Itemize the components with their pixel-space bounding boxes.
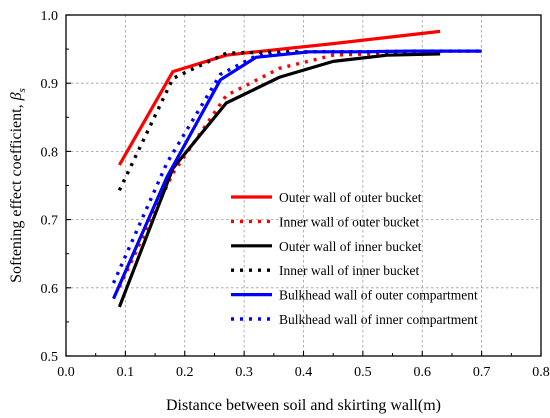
x-tick-label: 0.3 <box>235 365 253 380</box>
legend-label-6: Bulkhead wall of inner compartment <box>279 312 478 327</box>
grid-layer <box>66 15 541 356</box>
y-axis-title-symbol: β <box>8 92 25 101</box>
x-tick-label: 0.5 <box>354 365 372 380</box>
x-tick-label: 0.1 <box>117 365 135 380</box>
series-line-5 <box>112 49 482 300</box>
x-tick-label: 0.7 <box>473 365 491 380</box>
y-axis-title: Softening effect coefficient, βs <box>8 88 28 283</box>
y-axis-title-subscript: s <box>16 88 28 92</box>
legend-label-2: Inner wall of outer bucket <box>279 214 419 229</box>
y-axis-title-main: Softening effect coefficient, <box>8 100 25 282</box>
x-tick-label: 0.0 <box>57 365 75 380</box>
y-tick-label: 0.8 <box>41 145 59 160</box>
legend-label-5: Bulkhead wall of outer compartment <box>279 288 478 303</box>
series-layer <box>111 29 482 308</box>
legend: Outer wall of outer bucket Inner wall of … <box>231 190 478 327</box>
y-tick-label: 0.7 <box>41 214 59 229</box>
x-tick-label: 0.4 <box>295 365 313 380</box>
x-axis-title: Distance between soil and skirting wall(… <box>166 397 441 414</box>
y-tick-label: 0.6 <box>41 282 59 297</box>
legend-label-1: Outer wall of outer bucket <box>279 190 422 205</box>
x-tick-label: 0.6 <box>414 365 432 380</box>
legend-label-3: Outer wall of inner bucket <box>279 239 422 254</box>
series-line-1 <box>118 29 441 166</box>
series-line-4 <box>117 50 441 192</box>
x-tick-label: 0.2 <box>176 365 194 380</box>
legend-label-4: Inner wall of inner bucket <box>279 263 419 278</box>
y-tick-label: 0.5 <box>41 350 59 365</box>
tick-layer: 0.0 0.1 0.2 0.3 0.4 0.5 0.6 0.7 0.8 0.5 0.6 0.7 0.8 0… <box>41 9 550 380</box>
y-tick-label: 0.9 <box>41 77 59 92</box>
y-tick-label: 1.0 <box>41 9 59 24</box>
x-tick-label: 0.8 <box>532 365 550 380</box>
